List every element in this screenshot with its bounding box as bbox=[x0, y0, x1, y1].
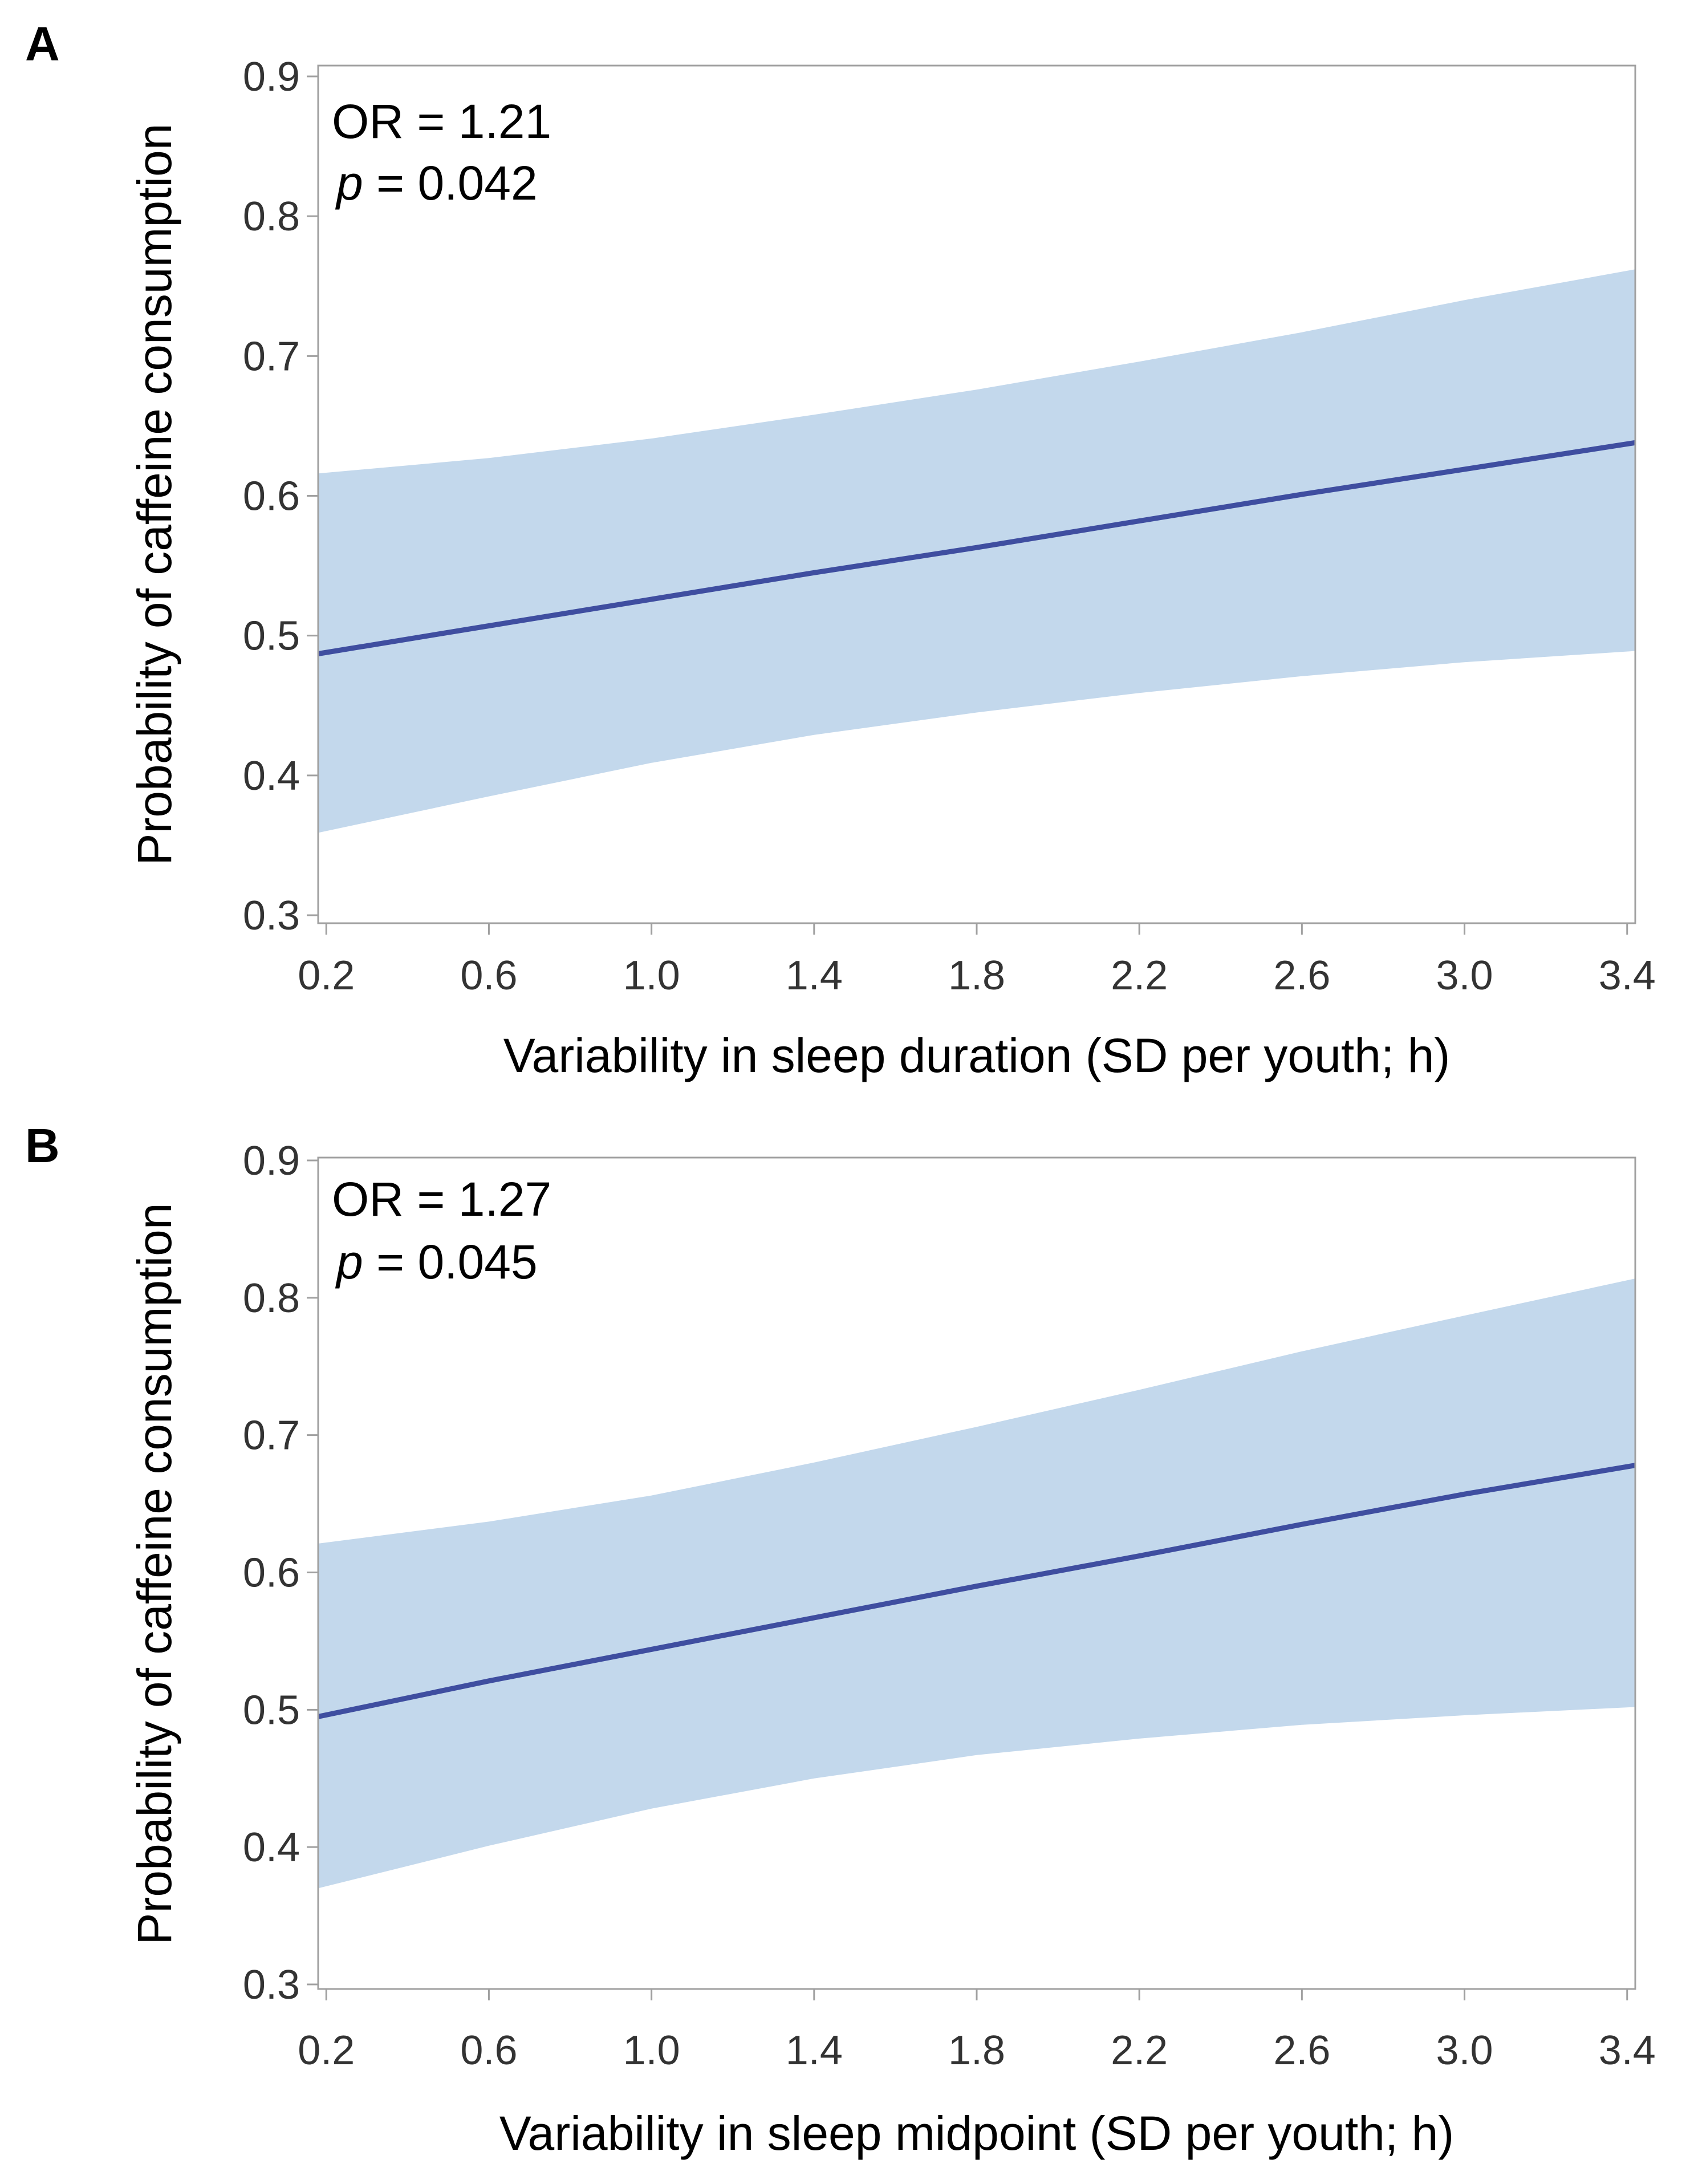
x-tick-label: 3.0 bbox=[1436, 953, 1493, 998]
y-axis: 0.3 0.4 0.5 0.6 0.7 0.8 0.9 bbox=[243, 54, 318, 939]
p-value: = 0.042 bbox=[363, 156, 538, 210]
x-tick-label: 1.4 bbox=[786, 953, 843, 998]
ci-band-layer bbox=[318, 269, 1635, 833]
y-tick-label: 0.3 bbox=[243, 893, 300, 939]
p-value: = 0.045 bbox=[363, 1235, 538, 1289]
x-axis: 0.2 0.6 1.0 1.4 1.8 2.2 2.6 3.0 3.4 bbox=[298, 1989, 1656, 2073]
p-label: p bbox=[335, 156, 363, 210]
y-tick-label: 0.5 bbox=[243, 1687, 300, 1733]
x-tick-label: 0.6 bbox=[460, 953, 517, 998]
x-tick-label: 2.2 bbox=[1111, 2028, 1168, 2073]
ci-band bbox=[318, 269, 1635, 833]
panel-b: B 0.3 0.4 0.5 0.6 0.7 0.8 0.9 0.2 0.6 1.0 1.4 1.8 2… bbox=[25, 1119, 1656, 2160]
p-value-text: p = 0.042 bbox=[335, 156, 538, 210]
x-tick-label: 3.4 bbox=[1599, 2028, 1656, 2073]
odds-ratio-text: OR = 1.21 bbox=[332, 95, 551, 148]
p-label: p bbox=[335, 1235, 363, 1289]
p-value-text: p = 0.045 bbox=[335, 1235, 538, 1289]
y-tick-label: 0.9 bbox=[243, 54, 300, 100]
x-tick-label: 3.0 bbox=[1436, 2028, 1493, 2073]
x-tick-label: 0.2 bbox=[298, 2028, 355, 2073]
x-tick-label: 1.4 bbox=[786, 2028, 843, 2073]
y-axis: 0.3 0.4 0.5 0.6 0.7 0.8 0.9 bbox=[243, 1138, 318, 2008]
x-tick-label: 1.0 bbox=[623, 953, 680, 998]
y-axis-title: Probability of caffeine consumption bbox=[128, 1203, 181, 1945]
y-tick-label: 0.9 bbox=[243, 1138, 300, 1184]
x-tick-label: 2.6 bbox=[1273, 2028, 1330, 2073]
y-tick-label: 0.4 bbox=[243, 753, 300, 799]
y-tick-label: 0.8 bbox=[243, 1276, 300, 1321]
x-tick-label: 1.8 bbox=[948, 953, 1005, 998]
x-tick-label: 0.2 bbox=[298, 953, 355, 998]
y-tick-label: 0.5 bbox=[243, 614, 300, 659]
x-axis: 0.2 0.6 1.0 1.4 1.8 2.2 2.6 3.0 3.4 bbox=[298, 923, 1656, 998]
y-tick-label: 0.6 bbox=[243, 1550, 300, 1596]
x-axis-title: Variability in sleep midpoint (SD per yo… bbox=[499, 2106, 1455, 2160]
x-tick-label: 1.0 bbox=[623, 2028, 680, 2073]
x-tick-label: 2.6 bbox=[1273, 953, 1330, 998]
y-axis-title: Probability of caffeine consumption bbox=[128, 123, 181, 865]
y-tick-label: 0.4 bbox=[243, 1825, 300, 1870]
ci-band-layer bbox=[318, 1278, 1635, 1889]
x-tick-label: 2.2 bbox=[1111, 953, 1168, 998]
y-tick-label: 0.7 bbox=[243, 334, 300, 379]
y-tick-label: 0.7 bbox=[243, 1413, 300, 1459]
fit-line bbox=[318, 440, 1636, 656]
panel-a: A 0.3 0.4 0.5 0.6 0.7 0.8 0.9 0.2 0.6 1.0 1.4 1.8 2… bbox=[25, 17, 1656, 1082]
fit-line-layer bbox=[318, 440, 1636, 656]
y-tick-label: 0.6 bbox=[243, 474, 300, 519]
y-tick-label: 0.8 bbox=[243, 194, 300, 239]
ci-band bbox=[318, 1278, 1635, 1889]
x-tick-label: 1.8 bbox=[948, 2028, 1005, 2073]
panel-letter-b: B bbox=[25, 1119, 60, 1172]
x-tick-label: 0.6 bbox=[460, 2028, 517, 2073]
fit-line bbox=[318, 1463, 1636, 1719]
panel-letter-a: A bbox=[25, 17, 60, 71]
x-axis-title: Variability in sleep duration (SD per yo… bbox=[503, 1029, 1451, 1082]
x-tick-label: 3.4 bbox=[1599, 953, 1656, 998]
odds-ratio-text: OR = 1.27 bbox=[332, 1172, 551, 1226]
y-tick-label: 0.3 bbox=[243, 1962, 300, 2008]
fit-line-layer bbox=[318, 1463, 1636, 1719]
